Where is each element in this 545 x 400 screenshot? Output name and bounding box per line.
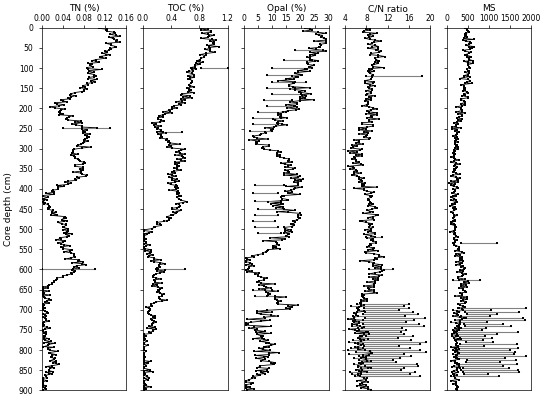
X-axis label: TOC (%): TOC (%) [167, 4, 204, 13]
X-axis label: C/N ratio: C/N ratio [368, 4, 408, 13]
X-axis label: TN (%): TN (%) [69, 4, 99, 13]
X-axis label: MS: MS [482, 4, 495, 13]
X-axis label: Opal (%): Opal (%) [267, 4, 306, 13]
Y-axis label: Core depth (cm): Core depth (cm) [4, 172, 13, 246]
